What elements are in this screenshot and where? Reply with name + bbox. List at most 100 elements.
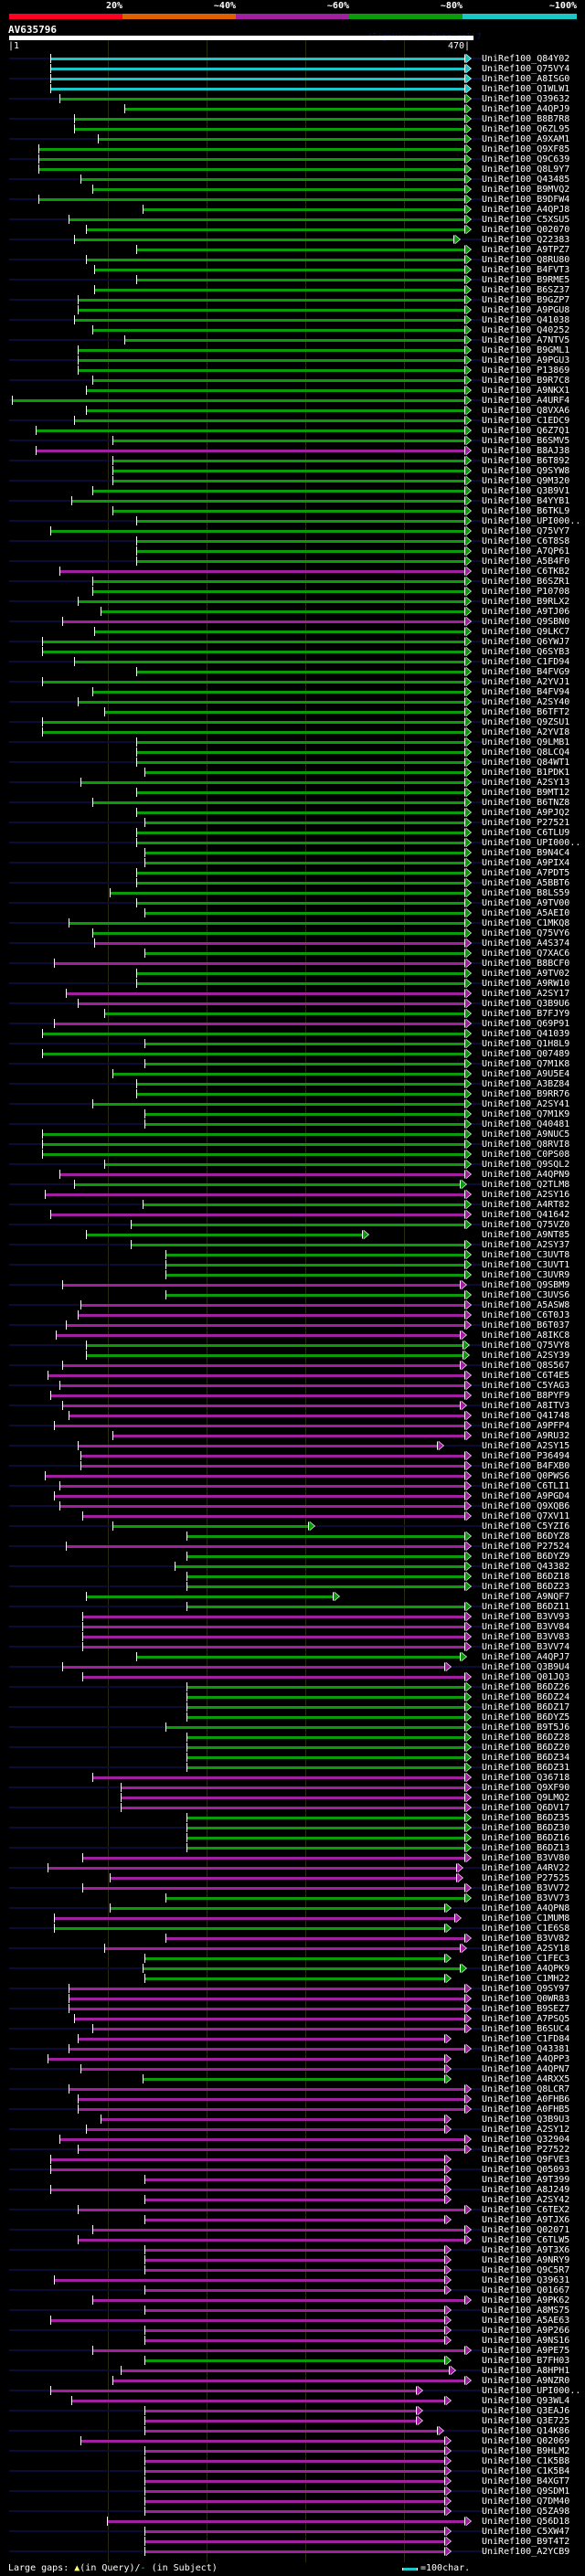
hit-label[interactable]: UniRef100_B6DZ16 [482, 1833, 570, 1843]
hit-row[interactable]: UniRef100_B8PYF9 [0, 1391, 585, 1401]
hit-row[interactable]: UniRef100_B6DZ30 [0, 1823, 585, 1833]
hit-label[interactable]: UniRef100_Q7M1K9 [482, 1109, 570, 1119]
hit-row[interactable]: UniRef100_C1EDC9 [0, 416, 585, 426]
hit-label[interactable]: UniRef100_Q3B9U4 [482, 1662, 570, 1672]
hit-row[interactable]: UniRef100_Q8L9Y7 [0, 164, 585, 175]
hit-row[interactable]: UniRef100_B6DZ28 [0, 1733, 585, 1743]
hit-label[interactable]: UniRef100_B8PYF9 [482, 1391, 570, 1401]
hit-label[interactable]: UniRef100_Q7M1K8 [482, 1059, 570, 1069]
alignment-bar[interactable] [50, 58, 465, 60]
alignment-bar[interactable] [86, 1595, 335, 1598]
hit-label[interactable]: UniRef100_A2SY18 [482, 1944, 570, 1954]
hit-label[interactable]: UniRef100_B9RR76 [482, 1089, 570, 1099]
alignment-bar[interactable] [77, 349, 465, 352]
alignment-bar[interactable] [112, 480, 465, 482]
hit-row[interactable]: UniRef100_A9PJQ2 [0, 808, 585, 818]
hit-row[interactable]: UniRef100_Q9LMQ2 [0, 1793, 585, 1803]
hit-row[interactable]: UniRef100_B6DZ20 [0, 1743, 585, 1753]
hit-row[interactable]: UniRef100_Q56D18 [0, 2517, 585, 2527]
hit-row[interactable]: UniRef100_C1K5B8 [0, 2456, 585, 2466]
hit-label[interactable]: UniRef100_Q40481 [482, 1119, 570, 1129]
hit-label[interactable]: UniRef100_Q9M320 [482, 476, 570, 486]
alignment-bar[interactable] [50, 68, 465, 70]
hit-row[interactable]: UniRef100_Q01667 [0, 2285, 585, 2295]
hit-row[interactable]: UniRef100_B6DZ17 [0, 1702, 585, 1712]
hit-row[interactable]: UniRef100_Q40252 [0, 325, 585, 335]
hit-row[interactable]: UniRef100_A9PIX4 [0, 858, 585, 868]
hit-row[interactable]: UniRef100_B9T4T2 [0, 2537, 585, 2547]
hit-row[interactable]: UniRef100_C5YAG3 [0, 1381, 585, 1391]
alignment-bar[interactable] [136, 741, 465, 744]
hit-row[interactable]: UniRef100_Q9M320 [0, 476, 585, 486]
hit-row[interactable]: UniRef100_Q0WR83 [0, 1994, 585, 2004]
hit-row[interactable]: UniRef100_A9TPZ7 [0, 245, 585, 255]
hit-row[interactable]: UniRef100_B3VV93 [0, 1612, 585, 1622]
hit-label[interactable]: UniRef100_Q9FVE3 [482, 2155, 570, 2165]
alignment-bar[interactable] [62, 620, 465, 623]
alignment-bar[interactable] [144, 2420, 418, 2422]
alignment-bar[interactable] [53, 2279, 446, 2282]
hit-row[interactable]: UniRef100_P10708 [0, 587, 585, 597]
alignment-bar[interactable] [112, 470, 465, 472]
hit-row[interactable]: UniRef100_B6DZ31 [0, 1763, 585, 1773]
alignment-bar[interactable] [41, 1033, 465, 1035]
hit-row[interactable]: UniRef100_B4FXB0 [0, 1461, 585, 1471]
hit-label[interactable]: UniRef100_A4QPJ8 [482, 205, 570, 215]
alignment-bar[interactable] [110, 892, 465, 895]
hit-label[interactable]: UniRef100_Q75VY4 [482, 64, 570, 74]
alignment-bar[interactable] [144, 1123, 465, 1126]
alignment-bar[interactable] [165, 1254, 465, 1256]
hit-row[interactable]: UniRef100_Q02071 [0, 2225, 585, 2235]
hit-row[interactable]: UniRef100_A2YVI8 [0, 727, 585, 737]
hit-row[interactable]: UniRef100_C6TEX2 [0, 2205, 585, 2215]
alignment-bar[interactable] [186, 1606, 465, 1608]
hit-label[interactable]: UniRef100_A2SY16 [482, 1190, 570, 1200]
alignment-bar[interactable] [77, 2239, 465, 2242]
hit-label[interactable]: UniRef100_Q8VXA6 [482, 406, 570, 416]
alignment-bar[interactable] [112, 460, 465, 462]
hit-row[interactable]: UniRef100_A9U5E4 [0, 1069, 585, 1079]
hit-row[interactable]: UniRef100_Q9C5R7 [0, 2265, 585, 2275]
alignment-bar[interactable] [144, 2199, 446, 2201]
hit-label[interactable]: UniRef100_Q84WT1 [482, 758, 570, 768]
hit-row[interactable]: UniRef100_A9NRY9 [0, 2255, 585, 2265]
hit-label[interactable]: UniRef100_Q75VY7 [482, 526, 570, 536]
alignment-bar[interactable] [44, 1475, 465, 1478]
hit-row[interactable]: UniRef100_Q41038 [0, 315, 585, 325]
hit-label[interactable]: UniRef100_P27524 [482, 1542, 570, 1552]
hit-row[interactable]: UniRef100_A5B4F0 [0, 557, 585, 567]
hit-row[interactable]: UniRef100_C5XSU5 [0, 215, 585, 225]
hit-row[interactable]: UniRef100_B3VV82 [0, 1934, 585, 1944]
alignment-bar[interactable] [77, 2108, 465, 2111]
alignment-bar[interactable] [59, 1505, 465, 1508]
alignment-bar[interactable] [144, 912, 465, 915]
hit-label[interactable]: UniRef100_Q9C639 [482, 154, 570, 164]
hit-row[interactable]: UniRef100_B9GML1 [0, 345, 585, 355]
hit-row[interactable]: UniRef100_B6DZ13 [0, 1843, 585, 1853]
alignment-bar[interactable] [186, 1575, 465, 1578]
hit-label[interactable]: UniRef100_B6T892 [482, 456, 570, 466]
hit-row[interactable]: UniRef100_A4RT82 [0, 1200, 585, 1210]
hit-label[interactable]: UniRef100_Q9LMQ2 [482, 1793, 570, 1803]
alignment-bar[interactable] [91, 490, 465, 493]
alignment-bar[interactable] [86, 1354, 463, 1357]
hit-row[interactable]: UniRef100_B9T5J6 [0, 1723, 585, 1733]
hit-row[interactable]: UniRef100_C1E6S8 [0, 1924, 585, 1934]
alignment-bar[interactable] [86, 1234, 363, 1236]
hit-row[interactable]: UniRef100_A0FHB6 [0, 2094, 585, 2104]
hit-label[interactable]: UniRef100_A4RXX5 [482, 2074, 570, 2084]
hit-row[interactable]: UniRef100_A2SY15 [0, 1441, 585, 1451]
hit-row[interactable]: UniRef100_B9SEZ7 [0, 2004, 585, 2014]
alignment-bar[interactable] [136, 751, 465, 754]
alignment-bar[interactable] [144, 1957, 446, 1960]
hit-row[interactable]: UniRef100_Q8LCR7 [0, 2084, 585, 2094]
alignment-bar[interactable] [144, 771, 465, 774]
alignment-bar[interactable] [101, 610, 465, 613]
hit-label[interactable]: UniRef100_Q0WR83 [482, 1994, 570, 2004]
hit-label[interactable]: UniRef100_B9MVQ2 [482, 185, 570, 195]
alignment-bar[interactable] [81, 1515, 465, 1518]
alignment-bar[interactable] [121, 2369, 450, 2372]
alignment-bar[interactable] [80, 1455, 465, 1458]
alignment-bar[interactable] [136, 1083, 465, 1086]
alignment-bar[interactable] [80, 1304, 465, 1307]
